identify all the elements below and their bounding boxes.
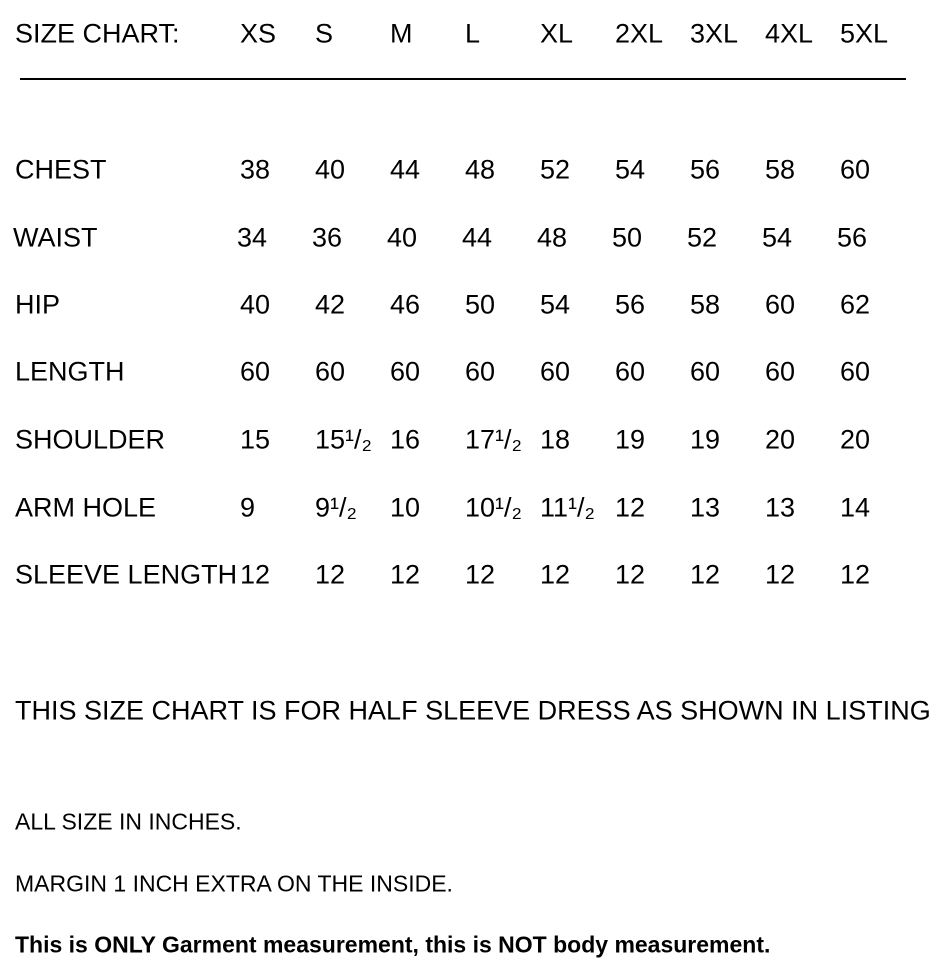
measurement-cell: 60 [615, 356, 646, 387]
size-header-xs: XS [240, 18, 277, 49]
measurement-cell: 56 [690, 154, 721, 185]
row-label: SLEEVE LENGTH [15, 559, 238, 590]
listing-note: THIS SIZE CHART IS FOR HALF SLEEVE DRESS… [15, 695, 931, 726]
measurement-cell: 12 [615, 559, 646, 590]
measurement-cell: 60 [690, 356, 721, 387]
measurement-cell: 12 [465, 559, 496, 590]
margin-note: MARGIN 1 INCH EXTRA ON THE INSIDE. [15, 870, 453, 897]
measurement-cell: 60 [315, 356, 346, 387]
measurement-cell: 50 [465, 289, 496, 320]
size-header-3xl: 3XL [690, 18, 739, 49]
measurement-cell: 40 [315, 154, 346, 185]
size-header-m: M [390, 18, 413, 49]
measurement-cell: 54 [615, 154, 646, 185]
measurement-cell: 12 [315, 559, 346, 590]
measurement-cell: 12 [540, 559, 571, 590]
measurement-cell: 58 [690, 289, 721, 320]
measurement-cell: 20 [840, 424, 871, 455]
size-header-s: S [315, 18, 334, 49]
measurement-cell: 40 [387, 222, 418, 253]
measurement-cell: 48 [465, 154, 496, 185]
measurement-cell: 15 [240, 424, 271, 455]
measurement-cell: 56 [615, 289, 646, 320]
measurement-cell: 12 [615, 492, 646, 523]
measurement-cell: 12 [240, 559, 271, 590]
size-header-l: L [465, 18, 481, 49]
measurement-cell: 60 [465, 356, 496, 387]
size-chart-title: SIZE CHART: [15, 18, 180, 49]
measurement-cell: 13 [690, 492, 721, 523]
size-header-5xl: 5XL [840, 18, 889, 49]
measurement-cell: 14 [840, 492, 871, 523]
measurement-cell: 9¹/₂ [315, 492, 357, 523]
measurement-cell: 11¹/₂ [540, 492, 596, 523]
measurement-cell: 44 [390, 154, 421, 185]
measurement-cell: 9 [240, 492, 256, 523]
measurement-cell: 16 [390, 424, 421, 455]
measurement-cell: 12 [690, 559, 721, 590]
measurement-cell: 58 [765, 154, 796, 185]
row-label: ARM HOLE [15, 492, 157, 523]
measurement-cell: 17¹/₂ [465, 424, 523, 455]
measurement-cell: 60 [240, 356, 271, 387]
measurement-cell: 12 [765, 559, 796, 590]
measurement-cell: 54 [540, 289, 571, 320]
measurement-cell: 60 [540, 356, 571, 387]
measurement-cell: 10 [390, 492, 421, 523]
measurement-cell: 38 [240, 154, 271, 185]
measurement-cell: 60 [840, 154, 871, 185]
measurement-cell: 34 [237, 222, 268, 253]
size-header-4xl: 4XL [765, 18, 814, 49]
row-label: HIP [15, 289, 61, 320]
measurement-cell: 12 [390, 559, 421, 590]
measurement-cell: 12 [840, 559, 871, 590]
measurement-cell: 44 [462, 222, 493, 253]
measurement-cell: 52 [687, 222, 718, 253]
measurement-cell: 52 [540, 154, 571, 185]
row-label: SHOULDER [15, 424, 166, 455]
measurement-cell: 19 [615, 424, 646, 455]
measurement-cell: 62 [840, 289, 871, 320]
measurement-cell: 56 [837, 222, 868, 253]
measurement-cell: 48 [537, 222, 568, 253]
measurement-cell: 60 [390, 356, 421, 387]
measurement-cell: 50 [612, 222, 643, 253]
disclaimer-note: This is ONLY Garment measurement, this i… [15, 931, 771, 958]
measurement-cell: 60 [765, 289, 796, 320]
measurement-cell: 54 [762, 222, 793, 253]
size-header-2xl: 2XL [615, 18, 664, 49]
measurement-cell: 19 [690, 424, 721, 455]
measurement-cell: 10¹/₂ [465, 492, 523, 523]
row-label: CHEST [15, 154, 107, 185]
measurement-cell: 13 [765, 492, 796, 523]
measurement-cell: 42 [315, 289, 346, 320]
measurement-cell: 60 [840, 356, 871, 387]
measurement-cell: 18 [540, 424, 571, 455]
row-label: WAIST [13, 222, 98, 253]
header-divider [20, 78, 906, 80]
size-header-xl: XL [540, 18, 574, 49]
row-label: LENGTH [15, 356, 125, 387]
measurement-cell: 60 [765, 356, 796, 387]
units-note: ALL SIZE IN INCHES. [15, 808, 242, 835]
measurement-cell: 40 [240, 289, 271, 320]
measurement-cell: 46 [390, 289, 421, 320]
measurement-cell: 20 [765, 424, 796, 455]
measurement-cell: 36 [312, 222, 343, 253]
measurement-cell: 15¹/₂ [315, 424, 373, 455]
